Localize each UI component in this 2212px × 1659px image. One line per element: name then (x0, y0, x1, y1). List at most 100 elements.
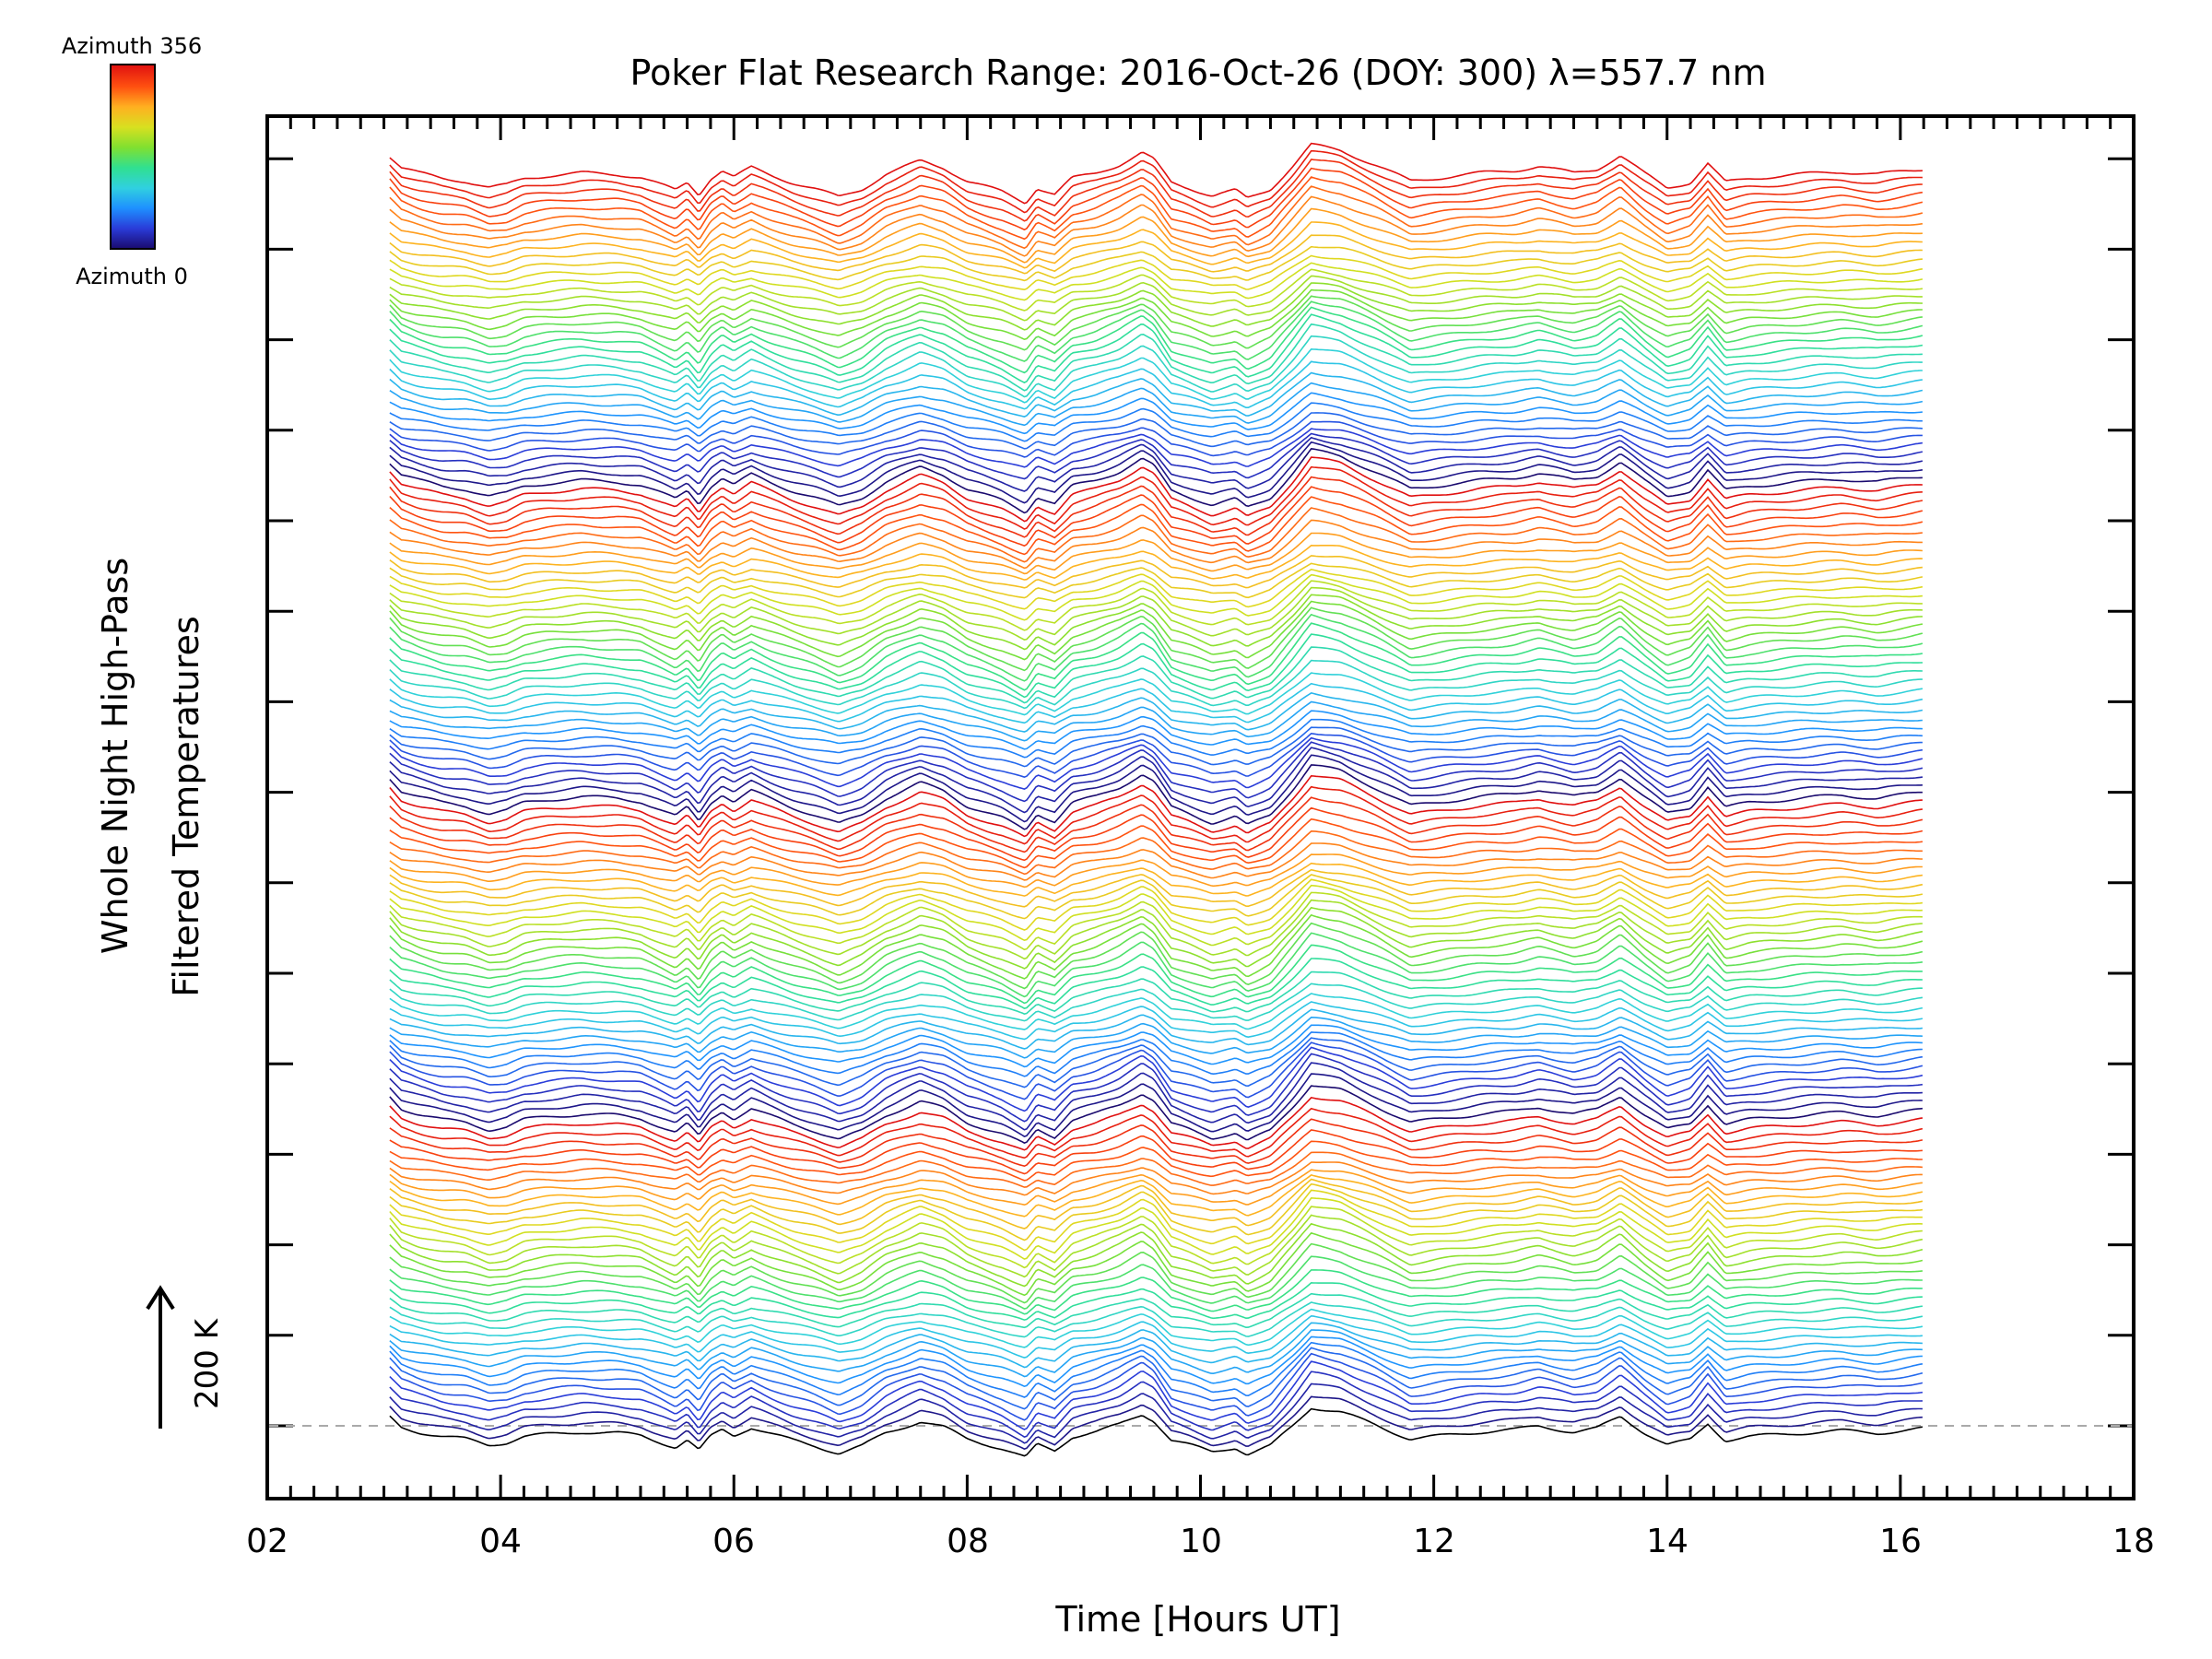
temperature-trace (389, 288, 1923, 341)
temperature-trace (389, 1053, 1923, 1123)
temperature-trace (389, 1085, 1923, 1144)
temperature-trace (389, 295, 1923, 351)
temperature-trace (389, 486, 1924, 547)
temperature-trace (389, 1024, 1923, 1068)
temperature-trace (389, 360, 1923, 410)
temperature-trace (389, 234, 1923, 275)
temperature-trace (389, 1269, 1923, 1315)
temperature-trace (389, 830, 1923, 876)
x-tick-label-08: 08 (947, 1523, 989, 1560)
temperature-trace (389, 159, 1923, 222)
temperature-trace (389, 1206, 1923, 1269)
x-tick-label-04: 04 (479, 1523, 522, 1560)
temperature-trace (389, 982, 1924, 1022)
chart-title: Poker Flat Research Range: 2016-Oct-26 (… (630, 53, 1767, 93)
temperature-trace (389, 1255, 1923, 1310)
temperature-trace (389, 519, 1923, 570)
temperature-trace (389, 1062, 1923, 1131)
temperature-trace (389, 732, 1924, 778)
temperature-trace (389, 633, 1923, 699)
temperature-trace (389, 922, 1924, 990)
temperature-trace (389, 1178, 1924, 1230)
temperature-trace (389, 1118, 1924, 1168)
temperature-trace (389, 1001, 1924, 1041)
temperature-trace (389, 282, 1923, 331)
temperature-trace (389, 868, 1924, 908)
trace-group (389, 142, 1924, 1457)
temperature-trace (389, 774, 1923, 838)
colorbar-bottom-label: Azimuth 0 (76, 264, 188, 289)
colorbar (110, 64, 156, 250)
temperature-trace (389, 944, 1923, 1005)
temperature-trace (389, 562, 1924, 599)
temperature-trace (389, 862, 1923, 897)
temperature-trace (389, 796, 1924, 853)
temperature-trace (389, 580, 1923, 631)
temperature-trace (389, 971, 1923, 1015)
temperature-trace (389, 993, 1924, 1030)
temperature-trace (389, 254, 1924, 291)
temperature-trace (389, 465, 1923, 530)
temperature-trace (389, 1371, 1923, 1438)
axis-ticks (265, 116, 2136, 1499)
temperature-trace (389, 347, 1923, 404)
temperature-trace (389, 682, 1924, 724)
temperature-trace (389, 700, 1923, 742)
temperature-trace (389, 718, 1923, 759)
temperature-trace (389, 726, 1923, 768)
temperature-trace (389, 1329, 1923, 1378)
temperature-trace (389, 878, 1923, 931)
temperature-trace (389, 1352, 1924, 1421)
temperature-trace (389, 932, 1924, 998)
colorbar-top-label: Azimuth 356 (62, 33, 202, 59)
temperature-trace (389, 594, 1923, 651)
temperature-trace (389, 1322, 1923, 1369)
temperature-trace (389, 1107, 1924, 1159)
temperature-trace (389, 913, 1924, 980)
temperature-trace (389, 448, 1923, 514)
temperature-trace (389, 432, 1924, 480)
temperature-trace (389, 1189, 1923, 1252)
temperature-trace (389, 568, 1924, 610)
scale-bar-arrow-head (146, 1285, 175, 1311)
temperature-trace (389, 412, 1923, 450)
temperature-trace (389, 1196, 1923, 1260)
scale-bar-label: 200 K (189, 1317, 226, 1409)
temperature-trace (389, 1314, 1923, 1359)
temperature-trace (389, 1182, 1923, 1241)
temperature-trace (389, 573, 1923, 621)
temperature-trace (389, 606, 1924, 672)
temperature-trace (389, 891, 1923, 951)
temperature-trace (389, 1301, 1924, 1338)
temperature-trace (389, 402, 1923, 442)
x-tick-labels: 02 04 06 08 10 12 14 16 18 (246, 1523, 2155, 1560)
temperature-trace (389, 818, 1923, 869)
temperature-trace (389, 245, 1923, 282)
temperature-trace (389, 1360, 1923, 1430)
temperature-trace (389, 1335, 1923, 1388)
temperature-trace (389, 149, 1923, 214)
temperature-trace (389, 441, 1924, 504)
temperature-trace (389, 842, 1923, 881)
temperature-trace (389, 646, 1923, 704)
x-tick-label-10: 10 (1180, 1523, 1222, 1560)
temperature-trace (389, 884, 1923, 942)
temperature-trace (389, 1407, 1924, 1457)
temperature-trace (389, 764, 1923, 830)
temperature-trace (389, 420, 1923, 458)
temperature-trace (389, 275, 1923, 322)
temperature-trace (389, 1016, 1923, 1059)
temperature-trace (389, 306, 1924, 374)
scale-bar: 200 K (146, 1285, 226, 1429)
temperature-trace (389, 167, 1924, 231)
temperature-trace (389, 221, 1923, 269)
temperature-trace (389, 1008, 1923, 1050)
temperature-trace (389, 613, 1924, 682)
temperature-trace (389, 1161, 1923, 1196)
temperature-trace (389, 142, 1923, 205)
temperature-trace (389, 313, 1924, 383)
temperature-trace (389, 456, 1923, 523)
temperature-trace (389, 1382, 1923, 1444)
temperature-trace (389, 1073, 1923, 1137)
